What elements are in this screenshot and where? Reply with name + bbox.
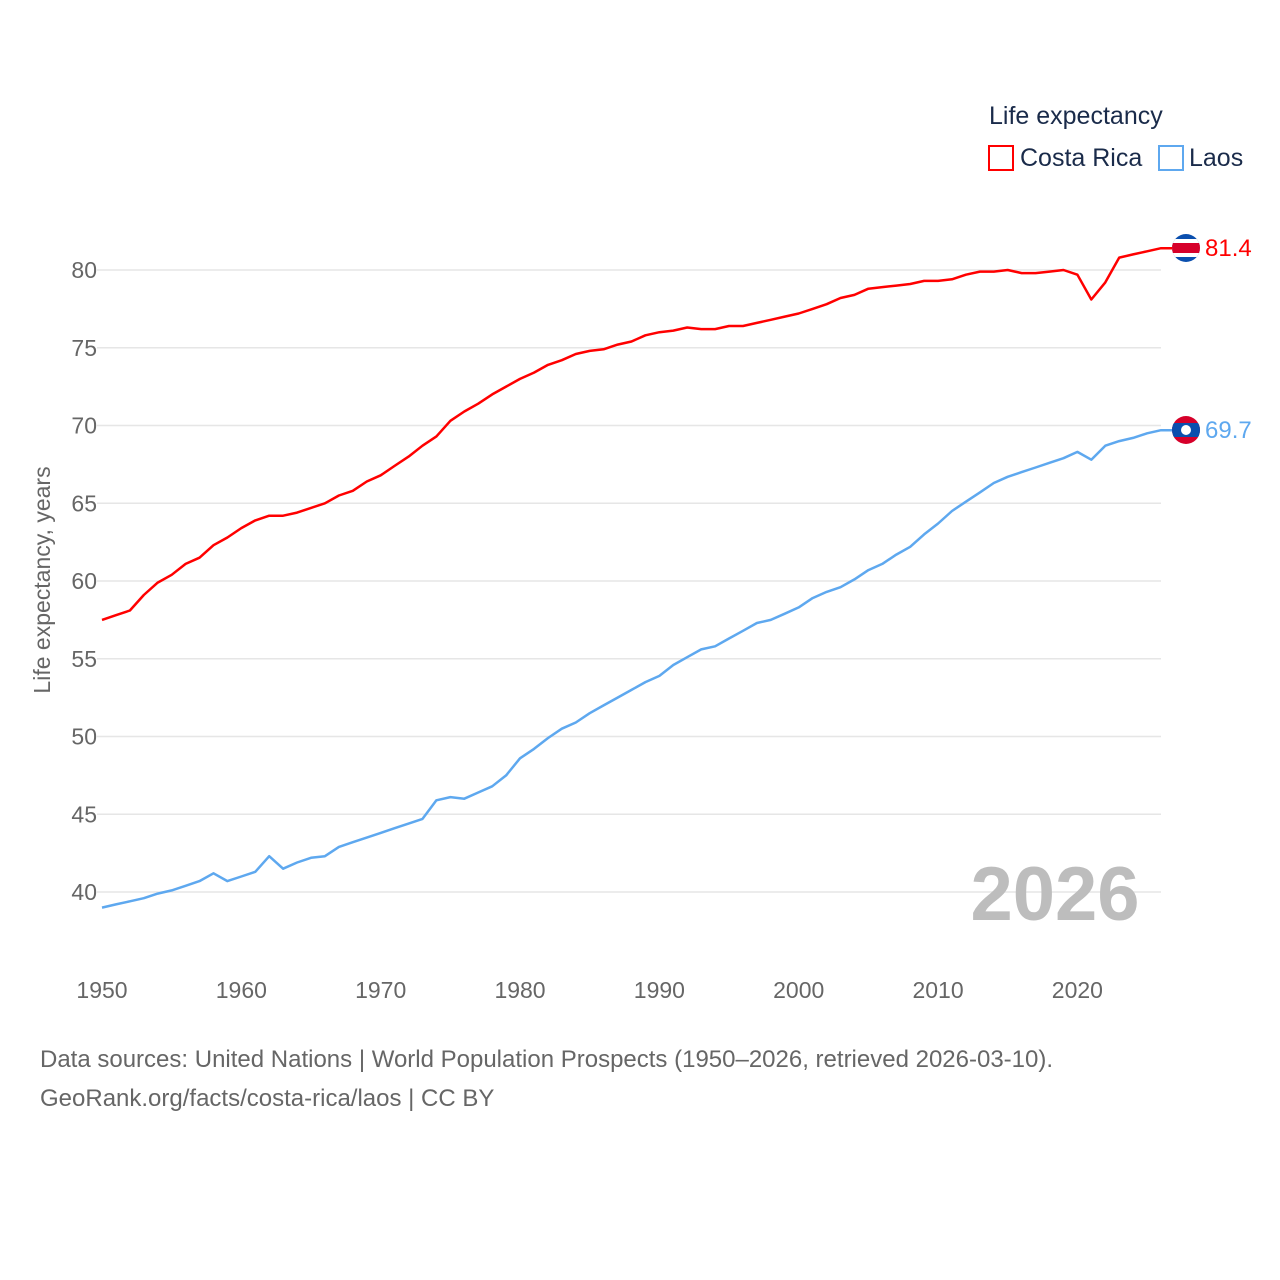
y-tick-label: 50 [71, 724, 97, 750]
x-tick-label: 1960 [216, 977, 267, 1003]
y-tick-label: 75 [71, 335, 97, 361]
x-tick-label: 1950 [76, 977, 127, 1003]
x-tick-label: 2010 [912, 977, 963, 1003]
legend-title: Life expectancy [989, 102, 1163, 130]
x-tick-label: 1970 [355, 977, 406, 1003]
year-watermark: 2026 [970, 852, 1139, 937]
costa-rica-flag-icon [1172, 234, 1200, 262]
x-tick-label: 1990 [634, 977, 685, 1003]
x-tick-label: 1980 [494, 977, 545, 1003]
legend-swatch-laos[interactable] [1158, 145, 1184, 171]
legend-label-laos[interactable]: Laos [1189, 144, 1243, 172]
y-tick-label: 65 [71, 490, 97, 516]
y-tick-label: 55 [71, 646, 97, 672]
y-tick-label: 40 [71, 879, 97, 905]
series-line-costa-rica[interactable] [101, 246, 1172, 622]
y-axis-label: Life expectancy, years [29, 466, 55, 693]
legend-label-costa-rica[interactable]: Costa Rica [1020, 144, 1142, 172]
x-tick-label: 2020 [1052, 977, 1103, 1003]
y-tick-label: 45 [71, 801, 97, 827]
laos-flag-icon [1172, 416, 1200, 444]
y-tick-label: 80 [71, 257, 97, 283]
legend: Life expectancy Costa Rica Laos [988, 102, 1243, 172]
costa-rica-end-label: 81.4 [1205, 235, 1252, 262]
data-source-text: Data sources: United Nations | World Pop… [40, 1046, 1054, 1073]
y-tick-label: 70 [71, 413, 97, 439]
laos-end-label: 69.7 [1205, 417, 1252, 444]
x-tick-label: 2000 [773, 977, 824, 1003]
legend-swatch-costa-rica[interactable] [988, 145, 1014, 171]
attribution-link[interactable]: GeoRank.org/facts/costa-rica/laos | CC B… [40, 1085, 495, 1112]
series-line-laos[interactable] [101, 428, 1172, 909]
y-tick-label: 60 [71, 568, 97, 594]
